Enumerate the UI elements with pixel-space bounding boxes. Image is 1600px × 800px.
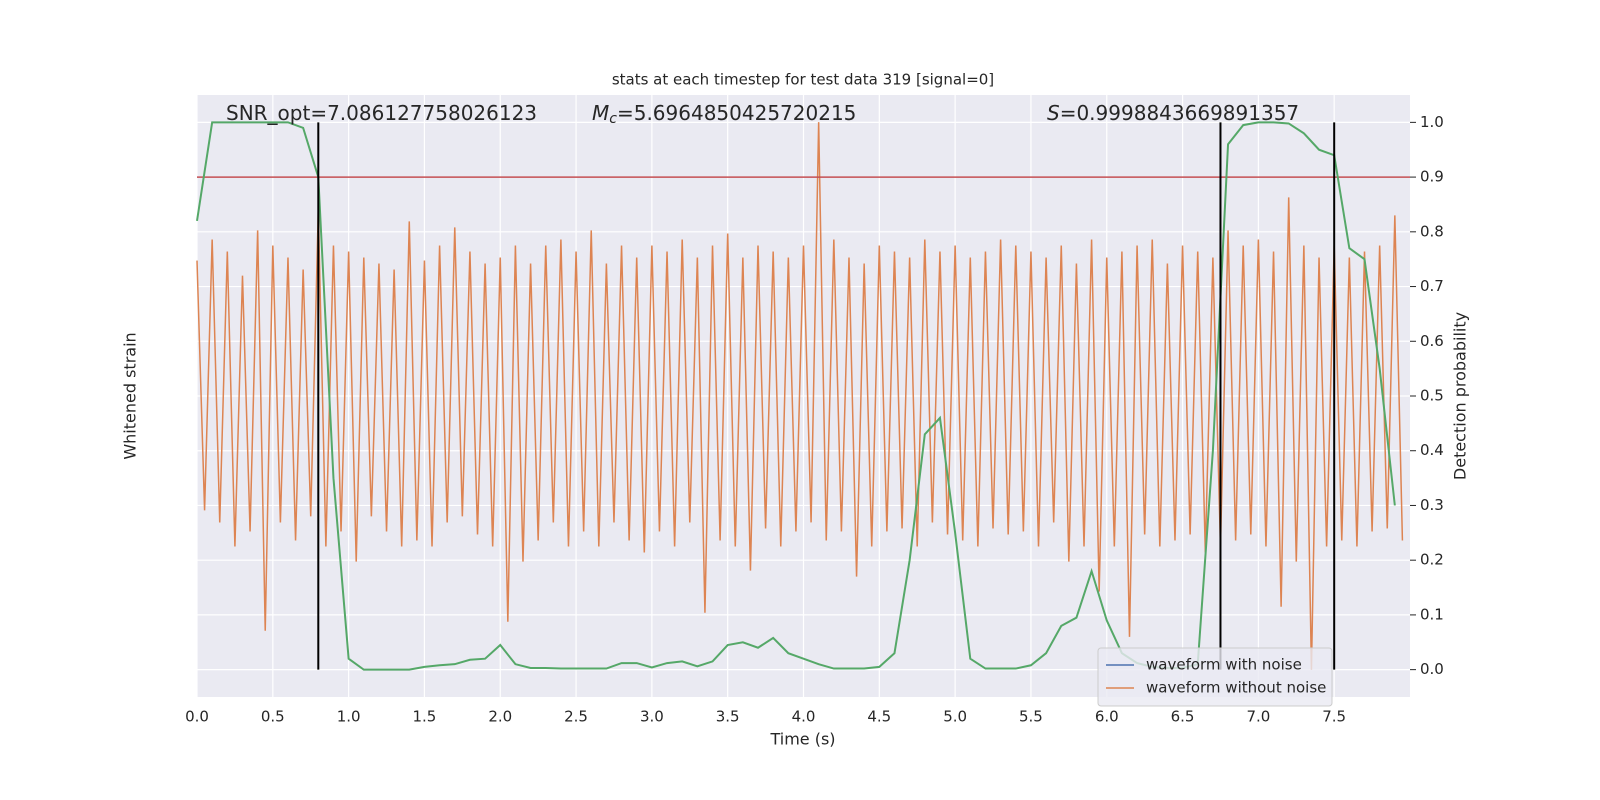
annotation-symbol: S [1047,101,1060,125]
x-tick-label: 0.0 [185,708,209,726]
y2-tick-label: 0.2 [1420,551,1444,569]
y2-tick-label: 0.0 [1420,660,1444,678]
y2-tick-label: 0.7 [1420,277,1444,295]
x-tick-label: 2.5 [564,708,588,726]
legend-label: waveform without noise [1146,679,1326,697]
x-tick-label: 5.0 [943,708,967,726]
annotation-text: =0.9998843669891357 [1060,101,1299,125]
y2-tick-label: 0.8 [1420,222,1444,240]
x-tick-label: 4.5 [867,708,891,726]
x-tick-label: 7.5 [1322,708,1346,726]
x-tick-label: 6.5 [1171,708,1195,726]
x-tick-label: 6.0 [1095,708,1119,726]
x-tick-label: 2.0 [488,708,512,726]
x-tick-label: 1.5 [413,708,437,726]
legend-box [1097,647,1333,707]
y2-tick-label: 1.0 [1420,113,1444,131]
annotation-subscript: c [609,111,617,127]
x-axis-label: Time (s) [769,730,835,749]
y2-tick-label: 0.5 [1420,387,1444,405]
x-tick-label: 7.0 [1246,708,1270,726]
x-tick-label: 4.0 [792,708,816,726]
y2-axis-label: Detection probability [1451,312,1470,480]
x-tick-label: 3.0 [640,708,664,726]
x-tick-label: 3.5 [716,708,740,726]
annotation-text: SNR_opt=7.086127758026123 [226,101,537,125]
chart-title: stats at each timestep for test data 319… [612,71,994,89]
y2-tick-label: 0.9 [1420,168,1444,186]
x-tick-label: 1.0 [337,708,361,726]
y2-tick-label: 0.3 [1420,496,1444,514]
y-axis-label: Whitened strain [121,332,140,459]
legend-label: waveform with noise [1146,656,1302,674]
series-line [196,122,1404,670]
x-tick-label: 5.5 [1019,708,1043,726]
y2-tick-label: 0.1 [1420,605,1444,623]
annotation: SNR_opt=7.086127758026123 [226,101,537,125]
annotation-symbol: M [592,101,609,125]
y2-tick-label: 0.6 [1420,332,1444,350]
annotation: S=0.9998843669891357 [1047,101,1299,125]
x-tick-label: 0.5 [261,708,285,726]
annotation-text: =5.6964850425720215 [617,101,856,125]
y2-tick-label: 0.4 [1420,441,1444,459]
annotation: Mc=5.6964850425720215 [592,101,856,128]
